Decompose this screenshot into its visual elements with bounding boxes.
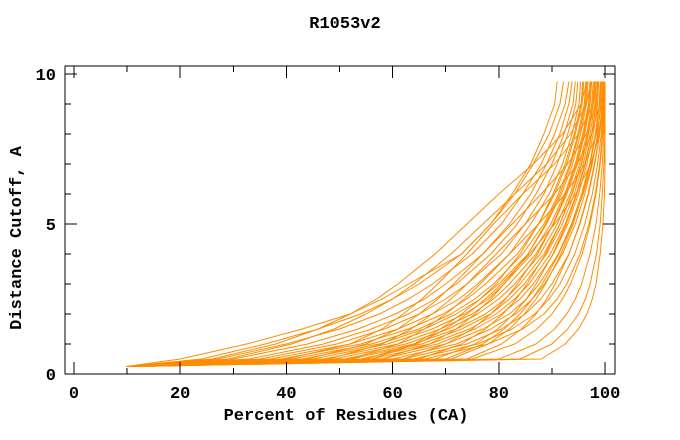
model-curve [130, 81, 591, 367]
y-tick-label: 5 [46, 217, 56, 236]
x-tick-label: 40 [276, 385, 296, 404]
model-curve [129, 81, 585, 367]
model-curve [136, 81, 606, 367]
model-curve [132, 81, 600, 367]
model-curve [133, 81, 604, 367]
model-curve [134, 81, 605, 367]
model-curve [129, 81, 604, 367]
model-curve [130, 81, 605, 367]
model-curve [125, 81, 558, 367]
model-curve [135, 81, 606, 367]
model-curve [129, 81, 602, 367]
model-curve [132, 81, 599, 367]
plot-border [64, 65, 616, 375]
x-tick-label: 20 [170, 385, 190, 404]
model-curve [127, 81, 588, 367]
tick-labels: 0 20 40 60 80 100 0 5 10 [36, 67, 621, 404]
x-tick-label: 100 [590, 385, 621, 404]
model-curve [133, 81, 603, 367]
model-curve [129, 81, 584, 367]
x-tick-label: 60 [382, 385, 402, 404]
model-curve [128, 81, 573, 367]
model-curve [128, 81, 582, 367]
model-curve [130, 81, 592, 367]
model-curve [130, 81, 593, 367]
model-curve [128, 81, 576, 367]
x-axis-label: Percent of Residues (CA) [224, 407, 469, 426]
x-tick-label: 0 [69, 385, 79, 404]
model-curve [127, 81, 565, 367]
y-tick-label: 0 [46, 367, 56, 386]
model-curve [131, 81, 594, 367]
model-curve [134, 81, 605, 367]
model-curve [127, 81, 592, 367]
x-tick-label: 80 [489, 385, 509, 404]
y-tick-label: 10 [36, 67, 56, 86]
model-curve [135, 81, 606, 367]
y-axis-label: Distance Cutoff, A [8, 145, 27, 329]
model-curve [133, 81, 604, 367]
model-curve [132, 81, 599, 367]
model-curve [135, 81, 605, 367]
model-curves [125, 81, 606, 367]
model-curve [130, 81, 588, 367]
axes-frame [64, 65, 616, 375]
model-curve [128, 81, 599, 367]
model-curve [128, 81, 597, 367]
model-curve [131, 81, 595, 367]
plot-title: R1053v2 [309, 15, 380, 34]
